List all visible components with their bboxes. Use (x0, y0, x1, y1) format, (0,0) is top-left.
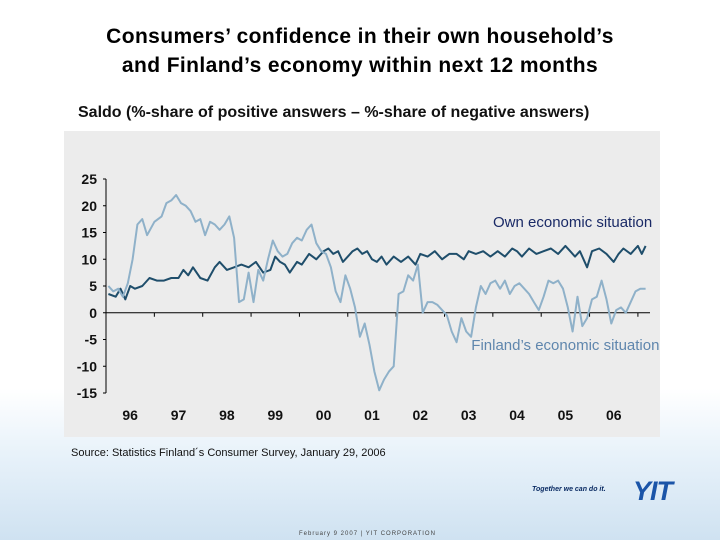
x-tick-label: 98 (219, 407, 235, 423)
y-tick-label: 15 (81, 225, 97, 241)
title-line-1: Consumers’ confidence in their own house… (106, 25, 614, 48)
x-tick-label: 06 (606, 407, 622, 423)
yit-logo: YIT (633, 476, 673, 506)
x-tick-label: 97 (171, 407, 187, 423)
series-line-finland-economic-situation (107, 194, 646, 392)
x-tick-label: 00 (316, 407, 332, 423)
x-tick-label: 01 (364, 407, 380, 423)
y-tick-label: -15 (77, 385, 97, 401)
x-tick-label: 02 (413, 407, 429, 423)
chart-subtitle: Saldo (%-share of positive answers – %-s… (78, 104, 590, 121)
y-tick-label: -10 (77, 358, 97, 374)
title-line-2: and Finland’s economy within next 12 mon… (121, 54, 599, 77)
x-tick-label: 99 (267, 407, 283, 423)
y-tick-label: 25 (81, 171, 97, 187)
y-tick-label: -5 (85, 332, 98, 348)
series-label-finland-economic-situation: Finland’s economic situation (471, 337, 659, 354)
logo-slogan: Together we can do it. (532, 486, 606, 493)
y-tick-label: 20 (81, 198, 97, 214)
source-note: Source: Statistics Finland´s Consumer Su… (71, 447, 386, 459)
series-label-own-economic-situation: Own economic situation (493, 214, 652, 231)
x-tick-label: 96 (122, 407, 138, 423)
slide-title: Consumers’ confidence in their own house… (0, 22, 720, 80)
y-tick-label: 0 (89, 305, 97, 321)
y-tick-label: 10 (81, 251, 97, 267)
y-tick-label: 5 (89, 278, 97, 294)
x-tick-label: 05 (558, 407, 574, 423)
chart-panel: 25 20 15 10 5 0 -5 -10 -15 96 97 98 99 00 01 02 03 04 05 06… (64, 131, 660, 437)
series-line-own-economic-situation (108, 244, 647, 301)
line-chart: 25 20 15 10 5 0 -5 -10 -15 96 97 98 99 00 01 02 03 04 05 06… (77, 171, 660, 423)
x-tick-label: 03 (461, 407, 477, 423)
footer-text: February 9 2007 | YIT CORPORATION (299, 531, 436, 537)
x-tick-label: 04 (509, 407, 525, 423)
